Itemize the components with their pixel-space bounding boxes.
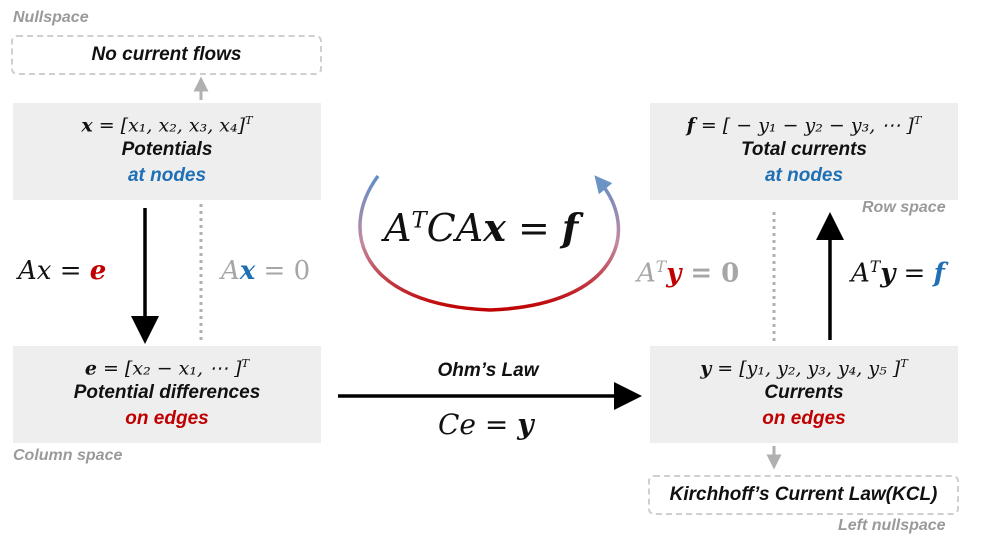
ax-zero-rhs: = 0 (255, 256, 311, 286)
row-space-label: Row space (862, 199, 946, 216)
nullspace-box-text: No current flows (91, 44, 242, 65)
ax-zero-a: A (221, 256, 240, 286)
differences-name: Potential differences (73, 382, 261, 404)
currents-box: y = [y₁, y₂, y₃, y₄, y₅ ]T Currents on e… (650, 346, 958, 443)
currents-name: Currents (764, 382, 844, 404)
equation-ax-e: Ax = e (18, 256, 106, 286)
total-currents-location: at nodes (764, 165, 844, 187)
center-f: f (561, 205, 579, 250)
aty-f-eq: = (895, 258, 934, 289)
equation-ohm: Ce = y (438, 408, 534, 441)
kcl-box-text: Kirchhoff’s Current Law(KCL) (669, 484, 938, 505)
potentials-name: Potentials (121, 139, 213, 161)
center-rest: CA (426, 206, 484, 250)
center-a: A (384, 206, 412, 250)
aty-f-y: y (880, 258, 896, 289)
equation-aty-zero: ATy = 0 (637, 258, 739, 289)
ax-e-lhs: Ax = (18, 256, 90, 286)
center-eq: = (505, 206, 562, 250)
potentials-eq-rhs: = [x₁, x₂, x₃, x₄] (92, 114, 246, 137)
ohm-y: y (517, 408, 534, 441)
total-currents-sup: T (913, 113, 922, 127)
differences-location: on edges (125, 408, 209, 430)
equation-aty-f: ATy = f (851, 258, 945, 289)
potentials-equation: x = [x₁, x₂, x₃, x₄]T (13, 113, 321, 137)
aty-zero-y: y (666, 258, 682, 289)
aty-zero-a: A (637, 258, 656, 289)
nullspace-label: Nullspace (13, 9, 89, 26)
potentials-sup: T (245, 113, 253, 127)
total-currents-equation: f = [ − y₁ − y₂ − y₃, ⋯ ]T (650, 113, 958, 137)
center-sup: T (411, 207, 427, 234)
currents-eq-rhs: = [y₁, y₂, y₃, y₄, y₅ ] (711, 357, 901, 380)
aty-f-a: A (851, 258, 870, 289)
differences-eq-rhs: = [x₂ − x₁, ⋯ ] (96, 357, 242, 380)
kcl-box: Kirchhoff’s Current Law(KCL) (648, 475, 959, 515)
aty-f-f: f (933, 258, 945, 289)
total-currents-box: f = [ − y₁ − y₂ − y₃, ⋯ ]T Total current… (650, 103, 958, 200)
nullspace-box: No current flows (11, 35, 322, 75)
ohm-lhs: Ce = (438, 408, 518, 441)
potentials-box: x = [x₁, x₂, x₃, x₄]T Potentials at node… (13, 103, 321, 200)
equation-center: ATCAx = f (384, 205, 578, 250)
total-currents-eq-rhs: = [ − y₁ − y₂ − y₃, ⋯ ] (694, 114, 914, 137)
aty-f-sup: T (869, 258, 881, 276)
currents-var: y (700, 357, 712, 380)
cycle-arc (358, 174, 621, 312)
differences-var: e (84, 357, 97, 380)
currents-location: on edges (762, 408, 846, 430)
column-space-label: Column space (13, 447, 123, 464)
equation-ax-zero: Ax = 0 (221, 256, 310, 286)
differences-box: e = [x₂ − x₁, ⋯ ]T Potential differences… (13, 346, 321, 443)
differences-sup: T (241, 356, 250, 370)
left-nullspace-label: Left nullspace (838, 517, 946, 534)
aty-zero-rhs: = 0 (681, 258, 740, 289)
currents-equation: y = [y₁, y₂, y₃, y₄, y₅ ]T (650, 356, 958, 380)
aty-zero-sup: T (655, 258, 667, 276)
potentials-location: at nodes (127, 165, 207, 187)
center-x: x (483, 205, 506, 250)
total-currents-name: Total currents (741, 139, 867, 161)
total-currents-var: f (686, 114, 695, 137)
ax-e-rhs: e (89, 256, 107, 286)
ohms-law-title: Ohm’s Law (437, 360, 539, 381)
ax-zero-x: x (239, 256, 256, 286)
potentials-var: x (81, 114, 93, 137)
currents-sup: T (900, 356, 908, 370)
differences-equation: e = [x₂ − x₁, ⋯ ]T (13, 356, 321, 380)
